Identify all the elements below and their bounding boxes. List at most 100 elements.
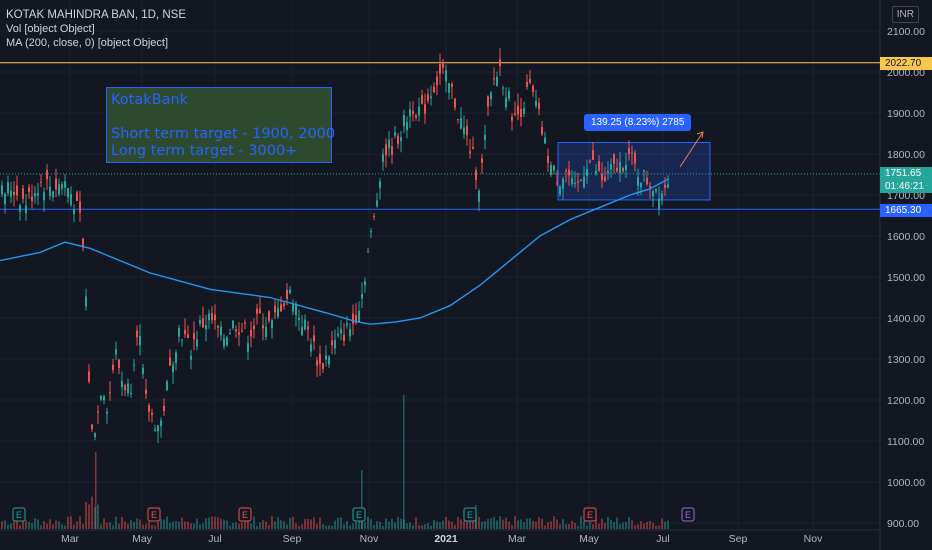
candle-body xyxy=(529,79,531,83)
volume-bar xyxy=(121,517,123,529)
note-line-2: Short term target - 1900, 2000 xyxy=(111,126,336,142)
volume-bar xyxy=(619,524,621,529)
volume-bar xyxy=(427,522,429,529)
candle-body xyxy=(433,86,435,93)
volume-bar xyxy=(112,525,114,529)
candle-body xyxy=(307,326,309,330)
volume-bar xyxy=(382,525,384,529)
candle-body xyxy=(121,381,123,388)
time-axis-label: Nov xyxy=(804,533,823,545)
volume-bar xyxy=(520,519,522,529)
volume-bar xyxy=(238,523,240,529)
volume-bar xyxy=(199,524,201,529)
candle-body xyxy=(334,340,336,349)
price-axis-label: 1100.00 xyxy=(887,436,924,448)
candle-body xyxy=(145,389,147,395)
price-axis-label: 1600.00 xyxy=(887,231,925,243)
candle-body xyxy=(181,339,183,341)
volume-bar xyxy=(241,522,243,529)
candle-body xyxy=(604,176,606,182)
volume-bar xyxy=(343,524,345,529)
volume-bar xyxy=(46,523,48,529)
candle-body xyxy=(190,355,192,360)
ma-indicator-label[interactable]: MA (200, close, 0) [object Object] xyxy=(6,37,169,49)
target-note[interactable]: KotakBank Short term target - 1900, 2000… xyxy=(106,87,336,163)
volume-bar xyxy=(406,523,408,529)
candle-body xyxy=(541,127,543,135)
volume-bar xyxy=(415,517,417,529)
volume-bar xyxy=(544,525,546,529)
volume-bar xyxy=(589,522,591,529)
candle-body xyxy=(559,186,561,195)
candle-body xyxy=(49,186,51,196)
candle-body xyxy=(583,176,585,188)
volume-bar xyxy=(181,517,183,529)
candle-body xyxy=(538,102,540,109)
candle-body xyxy=(157,425,159,432)
candle-body xyxy=(154,429,156,431)
price-axis-label: 2100.00 xyxy=(887,26,925,38)
candle-body xyxy=(229,333,231,335)
volume-bar xyxy=(553,516,555,529)
candle-body xyxy=(7,182,9,193)
volume-bar xyxy=(667,520,669,529)
candle-body xyxy=(574,183,576,185)
candle-body xyxy=(586,169,588,176)
volume-bar xyxy=(565,524,567,529)
volume-bar xyxy=(571,520,573,529)
volume-bar xyxy=(178,521,180,529)
volume-indicator-label[interactable]: Vol [object Object] xyxy=(6,23,95,35)
volume-bar xyxy=(601,518,603,529)
candle-body xyxy=(199,320,201,324)
volume-bar xyxy=(433,519,435,529)
candle-body xyxy=(10,190,12,197)
volume-bar xyxy=(451,521,453,529)
candle-body xyxy=(301,327,303,336)
volume-bar xyxy=(4,520,6,529)
candle-body xyxy=(223,338,225,347)
volume-bar xyxy=(466,516,468,529)
candle-body xyxy=(172,364,174,372)
candle-body xyxy=(484,134,486,141)
volume-bar xyxy=(421,525,423,529)
volume-bar xyxy=(322,524,324,529)
volume-bar xyxy=(154,525,156,529)
candle-body xyxy=(520,108,522,117)
ma-200-line xyxy=(0,177,670,325)
volume-bar xyxy=(73,524,75,529)
volume-bar xyxy=(340,517,342,529)
volume-bar xyxy=(385,518,387,529)
volume-bar xyxy=(502,519,504,529)
candle-body xyxy=(403,114,405,127)
volume-bar xyxy=(70,516,72,529)
candle-body xyxy=(364,281,366,286)
volume-bar xyxy=(295,523,297,529)
volume-spike xyxy=(361,470,363,529)
volume-bar xyxy=(85,501,87,529)
price-axis-label: 1800.00 xyxy=(887,149,925,161)
candle-body xyxy=(394,132,396,136)
candle-body xyxy=(151,412,153,415)
volume-bar xyxy=(16,520,18,529)
currency-label[interactable]: INR xyxy=(891,6,919,23)
volume-bar xyxy=(202,523,204,529)
candle-body xyxy=(178,328,180,337)
volume-bar xyxy=(640,521,642,529)
symbol-title[interactable]: KOTAK MAHINDRA BAN, 1D, NSE xyxy=(6,9,186,21)
volume-bar xyxy=(127,523,129,529)
candle-body xyxy=(94,433,96,438)
volume-bar xyxy=(583,520,585,529)
volume-bar xyxy=(325,525,327,529)
volume-bar xyxy=(424,524,426,529)
volume-bar xyxy=(463,521,465,529)
candle-body xyxy=(655,188,657,192)
range-measure-callout[interactable]: 139.25 (8.23%) 2785 xyxy=(584,114,692,131)
candle-body xyxy=(448,83,450,93)
candle-body xyxy=(631,152,633,154)
earnings-marker xyxy=(238,507,252,522)
candle-body xyxy=(91,424,93,430)
candle-body xyxy=(556,182,558,184)
candle-body xyxy=(382,154,384,162)
candle-body xyxy=(613,154,615,164)
